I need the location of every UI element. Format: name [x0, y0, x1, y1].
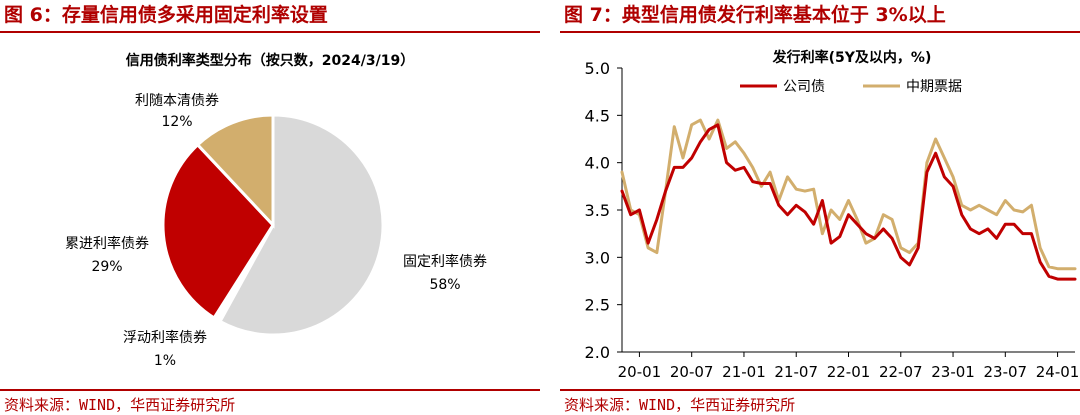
y-tick-label: 3.5 — [585, 201, 610, 220]
x-tick-label: 22-01 — [827, 363, 871, 381]
pie-value-bullet: 12% — [161, 114, 192, 130]
pie-label-floating: 浮动利率债券 — [123, 329, 207, 346]
pie-slice-bullet — [195, 113, 275, 229]
x-tick-label: 22-07 — [879, 363, 923, 381]
x-tick-label: 20-07 — [670, 363, 714, 381]
left-figure-title: 图 6：存量信用债多采用固定利率设置 — [4, 4, 328, 26]
left-panel: 图 6：存量信用债多采用固定利率设置 信用债利率类型分布（按只数，2024/3/… — [0, 4, 540, 414]
x-tick-label: 24-01 — [1036, 363, 1080, 381]
y-tick-label: 3.0 — [585, 248, 610, 267]
right-bottom-rule — [560, 389, 1080, 391]
line-chart-series — [620, 118, 1077, 281]
y-tick-label: 5.0 — [585, 59, 610, 78]
pie-value-fixed: 58% — [429, 277, 460, 293]
y-tick-label: 2.5 — [585, 296, 610, 315]
pie-slice-fixed — [217, 113, 385, 337]
pie-label-fixed: 固定利率债券 — [403, 253, 487, 270]
pie-slices — [161, 113, 385, 337]
legend-label-corporate-bond: 公司债 — [783, 79, 825, 95]
legend-label-mtn: 中期票据 — [906, 79, 962, 95]
x-tick-label: 21-01 — [722, 363, 766, 381]
x-tick-label: 23-01 — [931, 363, 975, 381]
pie-chart-title: 信用债利率类型分布（按只数，2024/3/19） — [126, 52, 414, 69]
left-source-note: 资料来源：WIND，华西证券研究所 — [4, 396, 236, 414]
x-tick-label: 23-07 — [984, 363, 1028, 381]
series-line-corporate-bond — [620, 123, 1077, 281]
pie-slice-stepup — [161, 142, 275, 320]
x-tick-label: 21-07 — [774, 363, 818, 381]
right-figure-title: 图 7：典型信用债发行利率基本位于 3%以上 — [564, 4, 946, 26]
pie-label-stepup: 累进利率债券 — [65, 235, 149, 252]
y-tick-label: 4.0 — [585, 154, 610, 173]
pie-value-floating: 1% — [154, 353, 176, 369]
y-tick-label: 4.5 — [585, 106, 610, 125]
pie-value-stepup: 29% — [91, 259, 122, 275]
right-panel: 图 7：典型信用债发行利率基本位于 3%以上 发行利率(5Y及以内，%) 公司债… — [560, 0, 1080, 415]
left-bottom-rule — [0, 389, 540, 391]
series-line-mtn — [620, 118, 1077, 271]
left-top-rule — [0, 31, 540, 33]
line-chart-axes: 5.0 4.5 4.0 3.5 3.0 2.5 2.0 20-01 20-07 21-01 21-0… — [585, 59, 1080, 381]
x-tick-label: 20-01 — [618, 363, 662, 381]
pie-chart: 信用债利率类型分布（按只数，2024/3/19） 固定利率债券 58% 浮动利率… — [65, 52, 487, 369]
pie-label-bullet: 利随本清债券 — [135, 93, 219, 109]
line-chart-title: 发行利率(5Y及以内，%) — [772, 49, 932, 66]
line-chart: 发行利率(5Y及以内，%) 公司债 中期票据 5.0 4.5 4.0 3.5 3.0 2.… — [585, 49, 1080, 381]
right-source-note: 资料来源：WIND，华西证券研究所 — [564, 396, 796, 414]
y-tick-label: 2.0 — [585, 343, 610, 362]
right-top-rule — [560, 31, 1080, 33]
